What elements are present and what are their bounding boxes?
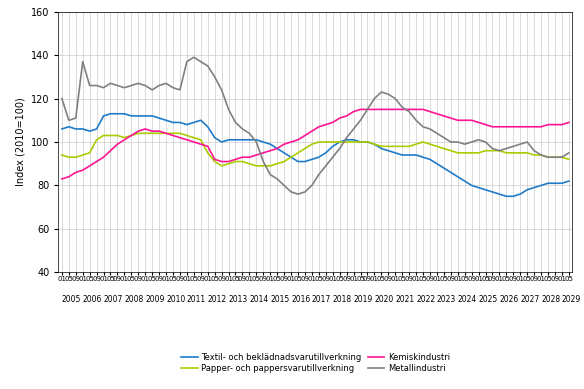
Metallindustri bbox=[232, 120, 239, 125]
Line: Textil- och beklädnadsvarutillverkning: Textil- och beklädnadsvarutillverkning bbox=[62, 114, 569, 196]
Line: Kemiskindustri: Kemiskindustri bbox=[62, 109, 569, 179]
Text: 2008: 2008 bbox=[124, 294, 144, 303]
Text: 2018: 2018 bbox=[333, 294, 352, 303]
Metallindustri bbox=[190, 55, 197, 60]
Text: 2019: 2019 bbox=[353, 294, 373, 303]
Textil- och beklädnadsvarutillverkning bbox=[531, 185, 538, 190]
Textil- och beklädnadsvarutillverkning bbox=[503, 194, 510, 199]
Textil- och beklädnadsvarutillverkning bbox=[350, 137, 357, 142]
Textil- och beklädnadsvarutillverkning bbox=[176, 120, 183, 125]
Papper- och pappersvarutillverkning bbox=[58, 152, 65, 157]
Papper- och pappersvarutillverkning bbox=[135, 131, 142, 136]
Text: 2017: 2017 bbox=[312, 294, 331, 303]
Text: 2015: 2015 bbox=[270, 294, 290, 303]
Text: 2026: 2026 bbox=[499, 294, 519, 303]
Kemiskindustri bbox=[343, 114, 350, 118]
Text: 2005: 2005 bbox=[62, 294, 81, 303]
Metallindustri bbox=[169, 85, 176, 90]
Line: Papper- och pappersvarutillverkning: Papper- och pappersvarutillverkning bbox=[62, 133, 569, 166]
Text: 2022: 2022 bbox=[416, 294, 435, 303]
Text: 2012: 2012 bbox=[208, 294, 227, 303]
Metallindustri bbox=[565, 151, 572, 155]
Text: 2009: 2009 bbox=[145, 294, 165, 303]
Textil- och beklädnadsvarutillverkning bbox=[343, 137, 350, 142]
Metallindustri bbox=[357, 118, 364, 123]
Metallindustri bbox=[294, 192, 301, 196]
Text: 2024: 2024 bbox=[458, 294, 477, 303]
Metallindustri bbox=[58, 96, 65, 101]
Kemiskindustri bbox=[524, 124, 531, 129]
Kemiskindustri bbox=[225, 159, 232, 164]
Text: 2021: 2021 bbox=[395, 294, 415, 303]
Papper- och pappersvarutillverkning bbox=[218, 163, 225, 168]
Text: 2029: 2029 bbox=[562, 294, 581, 303]
Papper- och pappersvarutillverkning bbox=[169, 131, 176, 136]
Textil- och beklädnadsvarutillverkning bbox=[565, 179, 572, 183]
Papper- och pappersvarutillverkning bbox=[531, 152, 538, 157]
Text: 2010: 2010 bbox=[166, 294, 185, 303]
Textil- och beklädnadsvarutillverkning bbox=[169, 120, 176, 125]
Kemiskindustri bbox=[58, 177, 65, 181]
Text: 2027: 2027 bbox=[520, 294, 540, 303]
Textil- och beklädnadsvarutillverkning bbox=[232, 137, 239, 142]
Kemiskindustri bbox=[169, 133, 176, 138]
Text: 2011: 2011 bbox=[187, 294, 206, 303]
Text: 2025: 2025 bbox=[478, 294, 498, 303]
Papper- och pappersvarutillverkning bbox=[565, 157, 572, 162]
Papper- och pappersvarutillverkning bbox=[350, 140, 357, 144]
Text: 2014: 2014 bbox=[249, 294, 269, 303]
Metallindustri bbox=[162, 81, 169, 86]
Textil- och beklädnadsvarutillverkning bbox=[107, 111, 114, 116]
Textil- och beklädnadsvarutillverkning bbox=[58, 126, 65, 131]
Papper- och pappersvarutillverkning bbox=[357, 140, 364, 144]
Text: 2007: 2007 bbox=[103, 294, 123, 303]
Text: 2020: 2020 bbox=[374, 294, 394, 303]
Line: Metallindustri: Metallindustri bbox=[62, 57, 569, 194]
Y-axis label: Index (2010=100): Index (2010=100) bbox=[15, 98, 25, 186]
Text: 2016: 2016 bbox=[291, 294, 310, 303]
Text: 2006: 2006 bbox=[83, 294, 102, 303]
Kemiskindustri bbox=[336, 116, 343, 121]
Kemiskindustri bbox=[565, 120, 572, 125]
Legend: Textil- och beklädnadsvarutillverkning, Papper- och pappersvarutillverkning, Kem: Textil- och beklädnadsvarutillverkning, … bbox=[178, 349, 453, 377]
Kemiskindustri bbox=[162, 131, 169, 136]
Text: 2013: 2013 bbox=[228, 294, 248, 303]
Papper- och pappersvarutillverkning bbox=[239, 159, 246, 164]
Kemiskindustri bbox=[357, 107, 364, 112]
Text: 2023: 2023 bbox=[437, 294, 456, 303]
Metallindustri bbox=[531, 148, 538, 153]
Metallindustri bbox=[350, 126, 357, 131]
Papper- och pappersvarutillverkning bbox=[176, 131, 183, 136]
Text: 2028: 2028 bbox=[541, 294, 560, 303]
